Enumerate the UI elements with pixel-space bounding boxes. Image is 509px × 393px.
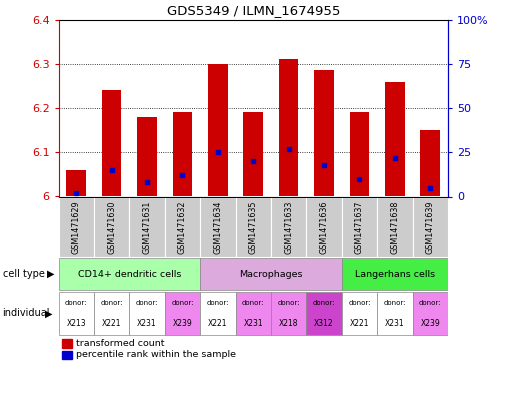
Text: GSM1471638: GSM1471638 [390, 200, 400, 253]
Text: GSM1471632: GSM1471632 [178, 200, 187, 254]
Bar [200, 292, 236, 335]
Bar [137, 117, 157, 196]
Title: GDS5349 / ILMN_1674955: GDS5349 / ILMN_1674955 [166, 4, 340, 17]
Bar [59, 292, 94, 335]
Text: GSM1471635: GSM1471635 [249, 200, 258, 254]
Text: donor:: donor: [313, 301, 335, 307]
Bar [314, 70, 334, 196]
Text: donor:: donor: [65, 301, 88, 307]
Text: GSM1471631: GSM1471631 [143, 200, 152, 253]
Bar [94, 196, 129, 257]
Bar [279, 59, 298, 196]
Bar [271, 196, 306, 257]
Bar [173, 112, 192, 196]
Text: ▶: ▶ [47, 269, 55, 279]
Text: X221: X221 [102, 319, 121, 328]
Bar [59, 258, 200, 290]
Text: X231: X231 [385, 319, 405, 328]
Bar [63, 351, 72, 359]
Text: donor:: donor: [207, 301, 229, 307]
Bar [236, 292, 271, 335]
Text: percentile rank within the sample: percentile rank within the sample [76, 351, 236, 360]
Bar [102, 90, 121, 196]
Text: GSM1471634: GSM1471634 [213, 200, 222, 253]
Bar [306, 292, 342, 335]
Bar [412, 292, 448, 335]
Text: transformed count: transformed count [76, 339, 164, 348]
Text: X239: X239 [173, 319, 192, 328]
Text: X231: X231 [243, 319, 263, 328]
Bar [208, 64, 228, 196]
Bar [67, 170, 86, 196]
Text: donor:: donor: [419, 301, 441, 307]
Text: GSM1471636: GSM1471636 [320, 200, 328, 253]
Bar [377, 196, 412, 257]
Text: X312: X312 [314, 319, 334, 328]
Bar [63, 339, 72, 347]
Bar [94, 292, 129, 335]
Text: donor:: donor: [171, 301, 194, 307]
Text: ▶: ▶ [45, 309, 52, 318]
Text: GSM1471630: GSM1471630 [107, 200, 116, 253]
Text: GSM1471637: GSM1471637 [355, 200, 364, 254]
Bar [306, 196, 342, 257]
Text: individual: individual [3, 309, 50, 318]
Bar [59, 196, 94, 257]
Text: X221: X221 [350, 319, 369, 328]
Text: GSM1471629: GSM1471629 [72, 200, 81, 254]
Text: Langerhans cells: Langerhans cells [355, 270, 435, 279]
Bar [236, 196, 271, 257]
Bar [129, 292, 165, 335]
Bar [342, 292, 377, 335]
Text: GSM1471639: GSM1471639 [426, 200, 435, 254]
Bar [243, 112, 263, 196]
Bar [412, 196, 448, 257]
Text: cell type: cell type [3, 269, 44, 279]
Text: donor:: donor: [136, 301, 158, 307]
Bar [129, 196, 165, 257]
Bar [200, 196, 236, 257]
Bar [271, 292, 306, 335]
Text: CD14+ dendritic cells: CD14+ dendritic cells [78, 270, 181, 279]
Bar [165, 196, 200, 257]
Text: X218: X218 [279, 319, 298, 328]
Text: X239: X239 [420, 319, 440, 328]
Bar [377, 292, 412, 335]
Text: donor:: donor: [277, 301, 300, 307]
Bar [385, 81, 405, 196]
Bar [420, 130, 440, 196]
Text: X221: X221 [208, 319, 228, 328]
Bar [200, 258, 342, 290]
Text: donor:: donor: [384, 301, 406, 307]
Bar [350, 112, 369, 196]
Bar [342, 258, 448, 290]
Text: Macrophages: Macrophages [239, 270, 303, 279]
Text: donor:: donor: [242, 301, 265, 307]
Text: donor:: donor: [100, 301, 123, 307]
Text: donor:: donor: [348, 301, 371, 307]
Bar [165, 292, 200, 335]
Text: GSM1471633: GSM1471633 [284, 200, 293, 253]
Text: X231: X231 [137, 319, 157, 328]
Text: X213: X213 [66, 319, 86, 328]
Bar [342, 196, 377, 257]
